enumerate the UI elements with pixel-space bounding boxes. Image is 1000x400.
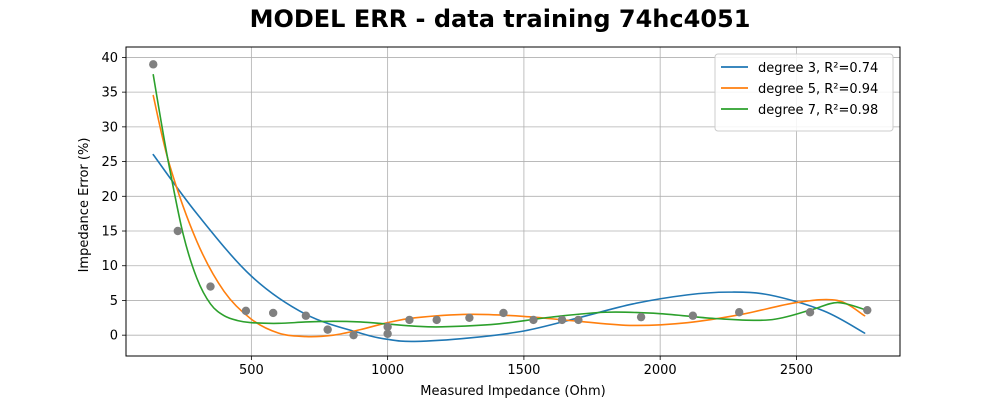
- legend-label-3: degree 7, R²=0.98: [758, 103, 878, 118]
- y-tick-label: 15: [101, 225, 118, 240]
- data-point: [688, 311, 698, 320]
- data-point: [173, 226, 182, 236]
- plot-frame: [125, 46, 901, 357]
- y-tick-label: 5: [110, 294, 118, 309]
- legend-box: [714, 53, 894, 132]
- series-line-1: [152, 153, 866, 343]
- x-tick-label: 2500: [780, 363, 813, 378]
- y-tick-label: 20: [101, 190, 118, 205]
- y-axis-label: Impedance Error (%): [77, 138, 92, 273]
- data-point: [383, 322, 392, 332]
- data-point: [557, 315, 567, 325]
- x-tick-label: 1500: [507, 363, 540, 378]
- y-tick-label: 0: [110, 329, 118, 344]
- grid: [126, 47, 900, 356]
- data-point: [465, 313, 474, 323]
- legend-label-2: degree 5, R²=0.94: [758, 82, 878, 97]
- series-line-2: [152, 94, 866, 338]
- data-point: [383, 329, 392, 338]
- data-points: [149, 60, 872, 340]
- data-point: [863, 305, 872, 315]
- data-point: [268, 308, 278, 318]
- y-tick-label: 25: [101, 155, 118, 170]
- x-tick-label: 1000: [371, 363, 404, 378]
- data-point: [529, 315, 538, 325]
- data-point: [735, 308, 744, 317]
- data-point: [349, 330, 358, 340]
- data-point: [636, 312, 646, 322]
- data-point: [805, 308, 815, 317]
- data-point: [432, 315, 441, 325]
- y-tick-label: 40: [101, 51, 118, 66]
- chart-title: MODEL ERR - data training 74hc4051: [250, 5, 751, 33]
- x-tick-label: 2000: [644, 363, 677, 378]
- data-point: [241, 306, 251, 316]
- y-tick-label: 10: [101, 259, 118, 274]
- series-line-3: [152, 73, 866, 328]
- legend: degree 3, R²=0.74 degree 5, R²=0.94 degree…: [714, 53, 894, 132]
- data-point: [499, 308, 508, 318]
- x-axis-label: Measured Impedance (Ohm): [420, 384, 605, 399]
- data-point: [405, 315, 414, 325]
- y-tick-label: 35: [101, 86, 118, 101]
- legend-label-1: degree 3, R²=0.74: [758, 61, 878, 76]
- x-tick-label: 500: [239, 363, 264, 378]
- data-point: [323, 325, 332, 334]
- y-tick-label: 30: [101, 120, 118, 135]
- data-point: [206, 282, 215, 291]
- data-point: [301, 311, 311, 320]
- data-point: [149, 60, 158, 69]
- axis-ticks: 500 1000 1500 2000 2500 0 5 10 15 20 25 30 35 40: [101, 51, 813, 378]
- data-point: [574, 315, 583, 325]
- series-lines: [152, 73, 866, 343]
